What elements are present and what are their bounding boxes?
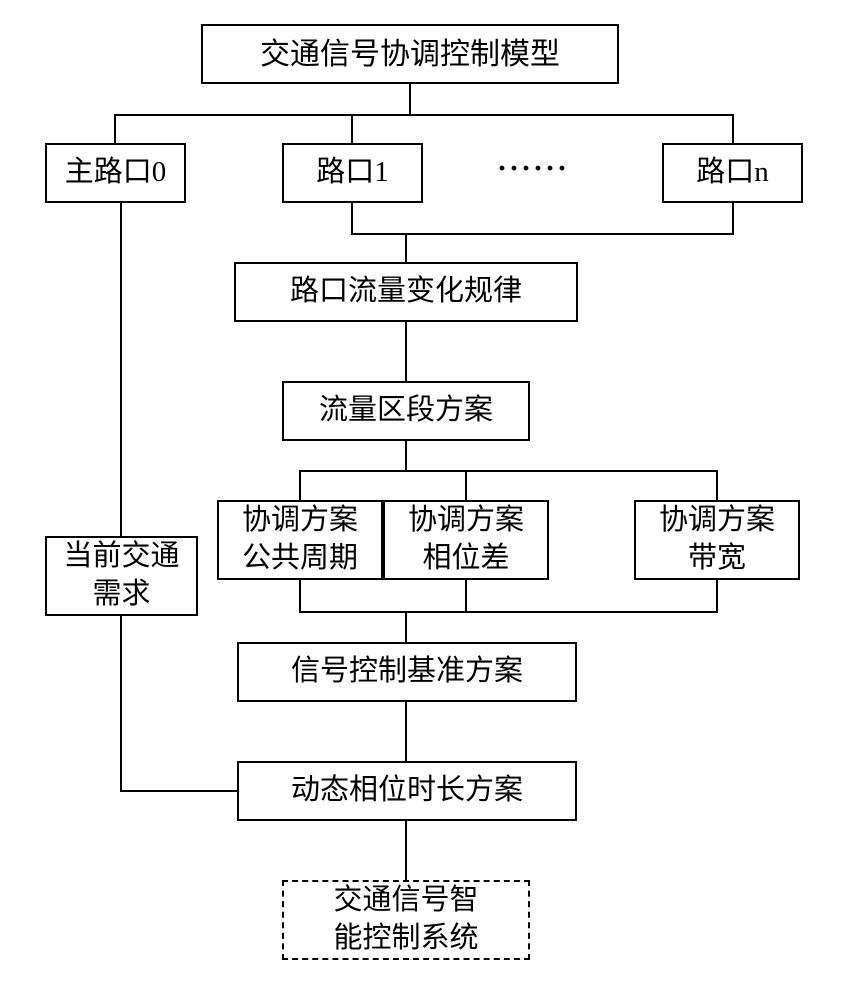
line-coord-cycle-down	[299, 580, 301, 611]
demand-text: 当前交通 需求	[63, 538, 179, 613]
line-baseline-dynamic	[405, 702, 407, 761]
line-coord-bus-bot	[299, 611, 718, 613]
line-coord-phase-down	[465, 580, 467, 611]
ellipsis: ······	[497, 152, 569, 186]
system-text: 交通信号智 能控制系统	[333, 882, 478, 957]
line-main0-demand	[120, 203, 122, 536]
line-gather-down	[405, 233, 407, 262]
line-demand-down	[120, 616, 122, 791]
dynamic-box: 动态相位时长方案	[237, 761, 577, 821]
line-drop-main0	[114, 114, 116, 143]
title-text: 交通信号协调控制模型	[260, 35, 560, 74]
coord-bw-box: 协调方案 带宽	[634, 500, 800, 580]
main-intersection-0: 主路口0	[45, 143, 186, 203]
flow-segment-text: 流量区段方案	[319, 392, 493, 430]
line-flowseg-down	[405, 441, 407, 470]
line-gather-bus	[351, 233, 734, 235]
coord-bw-text: 协调方案 带宽	[659, 502, 775, 577]
intersection-n: 路口n	[662, 143, 803, 203]
coord-phase-text: 协调方案 相位差	[408, 502, 524, 577]
line-coord-cycle-up	[299, 470, 301, 500]
line-intn-down	[732, 203, 734, 233]
title-box: 交通信号协调控制模型	[201, 24, 619, 84]
line-flowpat-flowseg	[405, 322, 407, 381]
line-drop-intn	[732, 114, 734, 143]
line-title-down	[409, 84, 411, 114]
flow-pattern-text: 路口流量变化规律	[290, 273, 522, 311]
line-coord-bus-top	[299, 470, 718, 472]
baseline-text: 信号控制基准方案	[291, 653, 523, 691]
line-coordbus-baseline	[405, 611, 407, 642]
dynamic-text: 动态相位时长方案	[291, 772, 523, 810]
coord-phase-box: 协调方案 相位差	[383, 500, 549, 580]
baseline-box: 信号控制基准方案	[237, 642, 577, 702]
int1-text: 路口1	[316, 154, 389, 192]
line-drop-int1	[351, 114, 353, 143]
ellipsis-text: ······	[497, 152, 569, 185]
flow-pattern-box: 路口流量变化规律	[234, 262, 578, 322]
line-bus-top	[114, 114, 734, 116]
line-coord-bw-down	[716, 580, 718, 611]
system-box: 交通信号智 能控制系统	[282, 880, 530, 960]
intersection-1: 路口1	[282, 143, 423, 203]
line-dynamic-system	[405, 821, 407, 880]
flow-segment-box: 流量区段方案	[282, 381, 530, 441]
demand-box: 当前交通 需求	[45, 536, 198, 616]
line-coord-bw-up	[716, 470, 718, 500]
coord-cycle-text: 协调方案 公共周期	[242, 502, 358, 577]
line-demand-right	[120, 790, 237, 792]
coord-cycle-box: 协调方案 公共周期	[217, 500, 383, 580]
intn-text: 路口n	[696, 154, 769, 192]
line-int1-down	[351, 203, 353, 233]
line-coord-phase-up	[465, 470, 467, 500]
main0-text: 主路口0	[65, 154, 167, 192]
